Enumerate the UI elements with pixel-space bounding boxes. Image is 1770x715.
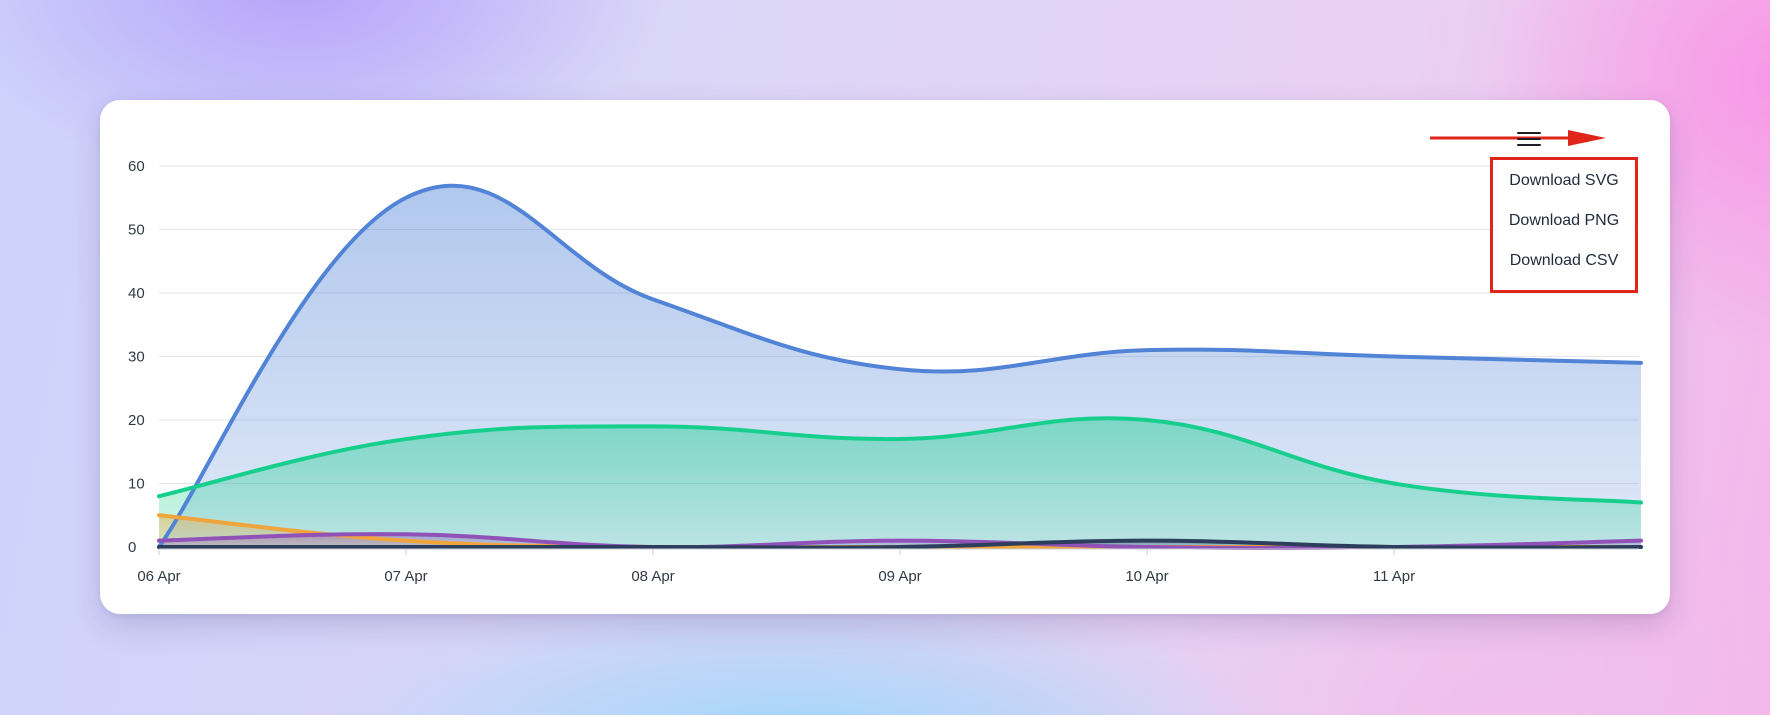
y-tick-label: 0 [128,539,136,556]
x-tick-label: 08 Apr [631,568,674,585]
annotation-arrow [1430,130,1606,146]
download-svg-item[interactable]: Download SVG [1509,172,1619,189]
x-tick-label: 11 Apr [1373,568,1415,585]
hamburger-icon-line [1517,137,1541,141]
download-csv-item[interactable]: Download CSV [1509,252,1619,269]
chart-card: 0 10 20 30 40 50 60 06 Apr 07 Apr 08 Apr 09 Apr 10 … [100,100,1670,614]
export-menu: Download SVG Download PNG Download CSV [1490,157,1638,293]
y-tick-label: 50 [128,222,145,239]
hamburger-icon-line [1517,131,1541,134]
chart-svg: 0 10 20 30 40 50 60 06 Apr 07 Apr 08 Apr 09 Apr 10 … [128,158,1643,585]
y-tick-label: 20 [128,412,145,429]
download-png-item[interactable]: Download PNG [1508,212,1620,229]
y-tick-label: 60 [128,158,145,175]
x-tick-label: 06 Apr [137,568,180,585]
x-tick-label: 10 Apr [1125,568,1168,585]
y-tick-label: 10 [128,476,145,493]
y-tick-label: 30 [128,349,145,366]
chart-menu-button[interactable] [1517,128,1541,150]
y-tick-label: 40 [128,285,145,302]
axes: 0 10 20 30 40 50 60 06 Apr 07 Apr 08 Apr 09 Apr 10 … [128,158,1639,585]
series-lines [157,183,1643,550]
series-1-line [157,183,1643,549]
x-tick-label: 09 Apr [878,568,921,585]
x-tick-label: 07 Apr [384,568,427,585]
series-2-line [157,416,1643,505]
series-areas [159,185,1641,548]
hamburger-icon-line [1517,144,1541,147]
